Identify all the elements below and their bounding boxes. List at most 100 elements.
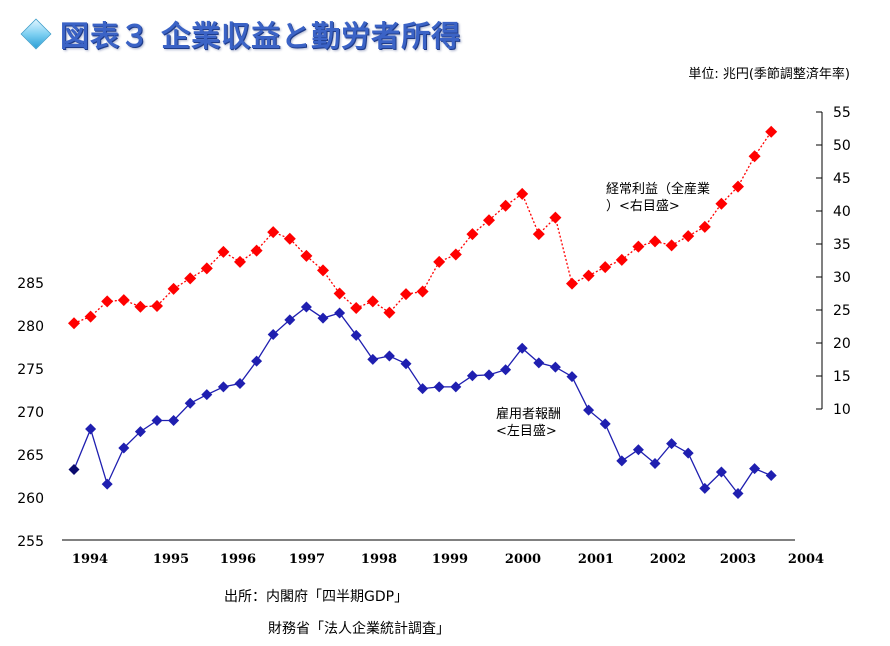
y-left-tick-label: 285 bbox=[17, 276, 44, 292]
x-tick-label: 1997 bbox=[289, 552, 325, 567]
ordinary-profit-point bbox=[682, 230, 695, 243]
y-right-tick-label: 45 bbox=[833, 171, 851, 187]
ordinary-profit-point bbox=[732, 180, 744, 193]
ordinary-profit-point bbox=[217, 245, 230, 258]
left-series-label: 雇用者報酬 bbox=[496, 406, 561, 422]
ordinary-profit-point bbox=[117, 294, 130, 307]
employee-compensation-point bbox=[566, 371, 578, 383]
ordinary-profit-point bbox=[765, 125, 778, 138]
employee-compensation-point bbox=[168, 414, 180, 426]
x-tick-label: 2000 bbox=[505, 552, 541, 567]
employee-compensation-point bbox=[334, 307, 346, 319]
ordinary-profit-point bbox=[466, 228, 479, 241]
employee-compensation-point bbox=[715, 466, 727, 478]
x-tick-label: 2004 bbox=[788, 552, 824, 567]
ordinary-profit-point bbox=[267, 226, 280, 239]
employee-compensation-point bbox=[583, 404, 595, 416]
ordinary-profit-point bbox=[748, 150, 761, 163]
employee-compensation-point bbox=[68, 463, 80, 475]
ordinary-profit-point bbox=[549, 211, 562, 224]
employee-compensation-point bbox=[367, 353, 379, 365]
ordinary-profit-point bbox=[582, 269, 595, 282]
x-tick-label: 1995 bbox=[153, 552, 189, 567]
employee-compensation-point bbox=[666, 438, 678, 450]
ordinary-profit-point bbox=[483, 214, 495, 227]
employee-compensation-point bbox=[118, 442, 130, 454]
ordinary-profit-point bbox=[350, 302, 363, 315]
ordinary-profit-point bbox=[167, 282, 180, 295]
x-tick-label: 1999 bbox=[432, 552, 468, 567]
ordinary-profit-point bbox=[416, 285, 429, 298]
employee-compensation-point bbox=[184, 397, 196, 409]
source-line-2: 財務省「法人企業統計調査」 bbox=[268, 621, 450, 637]
ordinary-profit-point bbox=[184, 272, 197, 285]
employee-compensation-point bbox=[466, 370, 478, 382]
employee-compensation-point bbox=[217, 381, 229, 393]
ordinary-profit-point bbox=[317, 264, 329, 277]
y-right-tick-label: 40 bbox=[833, 204, 851, 220]
employee-compensation-point bbox=[400, 358, 412, 370]
x-tick-label: 1994 bbox=[72, 552, 108, 567]
ordinary-profit-point bbox=[283, 232, 296, 245]
employee-compensation-point bbox=[267, 328, 279, 340]
employee-compensation-point bbox=[765, 470, 777, 481]
employee-compensation-point bbox=[649, 457, 661, 469]
ordinary-profit-point bbox=[101, 295, 114, 308]
ordinary-profit-point bbox=[665, 239, 678, 252]
y-left-tick-label: 255 bbox=[17, 534, 44, 550]
employee-compensation-point bbox=[317, 312, 329, 324]
x-tick-label: 1998 bbox=[361, 552, 397, 567]
y-right-tick-label: 10 bbox=[833, 402, 851, 418]
employee-compensation-line bbox=[73, 306, 772, 495]
y-right-tick-label: 25 bbox=[833, 303, 851, 319]
ordinary-profit-point bbox=[383, 306, 396, 319]
employee-compensation-point bbox=[383, 350, 395, 362]
employee-compensation-point bbox=[151, 414, 163, 426]
employee-compensation-point bbox=[599, 418, 611, 430]
ordinary-profit-point bbox=[84, 310, 97, 323]
chart-title-text: 図表３ 企業収益と勤労者所得 bbox=[60, 19, 462, 53]
y-left-tick-label: 260 bbox=[17, 491, 44, 507]
ordinary-profit-point bbox=[499, 199, 512, 212]
employee-compensation-point bbox=[284, 314, 296, 326]
y-left-tick-label: 280 bbox=[17, 319, 44, 335]
y-right-tick-label: 30 bbox=[833, 270, 851, 286]
employee-compensation-point bbox=[201, 389, 213, 401]
chart-title: 図表３ 企業収益と勤労者所得 bbox=[20, 14, 462, 54]
y-left-tick-label: 265 bbox=[17, 448, 44, 464]
unit-label: 単位: 兆円(季節調整済年率) bbox=[688, 67, 850, 82]
employee-compensation-point bbox=[85, 423, 97, 435]
ordinary-profit-point bbox=[449, 248, 462, 261]
x-tick-label: 2002 bbox=[650, 552, 686, 567]
employee-compensation-point bbox=[682, 447, 694, 459]
ordinary-profit-point bbox=[250, 244, 263, 257]
employee-compensation-point bbox=[699, 482, 711, 494]
employee-compensation-point bbox=[500, 364, 512, 376]
ordinary-profit-point bbox=[134, 300, 147, 313]
ordinary-profit-point bbox=[433, 255, 446, 268]
ordinary-profit-point bbox=[532, 228, 545, 241]
source-line-1: 出所：内閣府「四半期GDP」 bbox=[224, 589, 409, 605]
ordinary-profit-point bbox=[234, 255, 246, 268]
ordinary-profit-point bbox=[68, 317, 80, 330]
ordinary-profit-point bbox=[151, 300, 163, 313]
employee-compensation-point bbox=[533, 357, 545, 369]
y-left-tick-label: 275 bbox=[17, 362, 44, 378]
y-right-tick-label: 55 bbox=[833, 105, 851, 121]
employee-compensation-point bbox=[616, 455, 628, 467]
ordinary-profit-point bbox=[599, 261, 612, 274]
ordinary-profit-point bbox=[632, 240, 645, 253]
y-right-tick-label: 15 bbox=[833, 369, 851, 385]
ordinary-profit-point bbox=[649, 235, 661, 248]
employee-compensation-point bbox=[300, 301, 312, 313]
employee-compensation-point bbox=[632, 444, 644, 456]
employee-compensation-point bbox=[234, 377, 246, 389]
ordinary-profit-point bbox=[400, 288, 412, 301]
employee-compensation-point bbox=[516, 342, 528, 354]
right-series-label: 経常利益（全産業 bbox=[606, 181, 710, 197]
ordinary-profit-point bbox=[300, 249, 313, 262]
employee-compensation-point bbox=[749, 463, 761, 475]
ordinary-profit-point bbox=[200, 262, 213, 275]
employee-compensation-point bbox=[450, 381, 462, 393]
